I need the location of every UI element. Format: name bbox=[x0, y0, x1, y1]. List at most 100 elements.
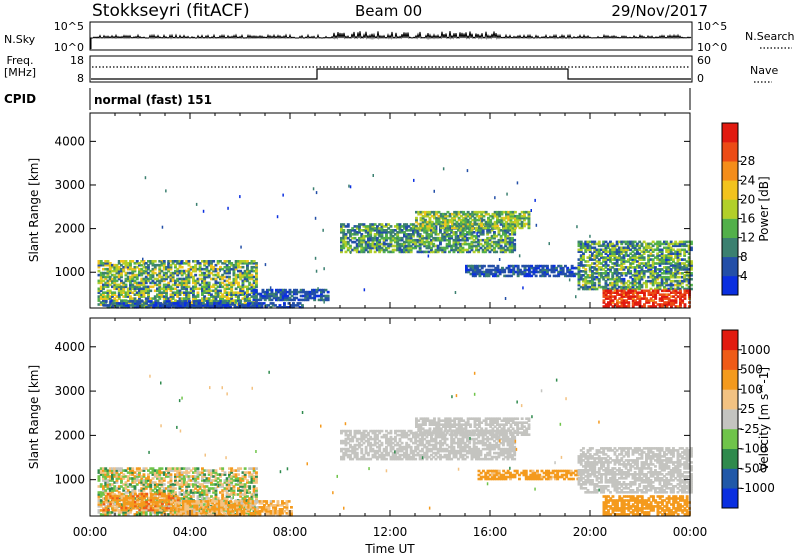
echo-cell bbox=[196, 473, 200, 476]
echo-cell bbox=[344, 244, 348, 248]
echo-cell bbox=[302, 290, 305, 294]
echo-cell bbox=[174, 279, 177, 283]
echo-cell bbox=[631, 246, 635, 250]
echo-cell bbox=[465, 266, 468, 270]
echo-cell bbox=[663, 275, 666, 279]
echo-cell bbox=[403, 242, 406, 246]
echo-cell bbox=[667, 303, 671, 306]
echo-cell bbox=[593, 275, 597, 279]
echo-cell bbox=[638, 244, 642, 248]
echo-cell bbox=[462, 224, 466, 228]
echo-cell bbox=[219, 265, 222, 269]
echo-cell bbox=[232, 269, 236, 273]
echo-cell bbox=[355, 246, 359, 250]
nsearch-tick-top: 10^5 bbox=[697, 20, 727, 33]
echo-cell bbox=[595, 260, 599, 263]
echo-cell bbox=[144, 277, 148, 281]
echo-cell bbox=[441, 238, 445, 242]
echo-cell bbox=[286, 294, 290, 298]
echo-cell bbox=[396, 233, 400, 236]
echo-cell bbox=[156, 287, 159, 291]
echo-cell bbox=[178, 487, 182, 490]
echo-cell bbox=[207, 263, 211, 267]
echo-cell bbox=[180, 260, 184, 263]
echo-cell bbox=[198, 277, 202, 281]
echo-cell bbox=[485, 268, 489, 272]
echo-speckle bbox=[143, 262, 146, 266]
echo-cell bbox=[633, 260, 637, 263]
echo-cell bbox=[275, 298, 278, 302]
echo-cell bbox=[516, 216, 520, 220]
echo-cell bbox=[115, 477, 119, 480]
echo-cell bbox=[140, 273, 144, 277]
echo-cell bbox=[122, 483, 126, 486]
echo-cell bbox=[494, 274, 498, 278]
echo-cell bbox=[591, 281, 594, 285]
echo-cell bbox=[647, 293, 651, 296]
echo-cell bbox=[405, 225, 409, 228]
echo-cell bbox=[251, 302, 255, 305]
echo-cell bbox=[99, 297, 103, 300]
echo-cell bbox=[660, 277, 664, 281]
echo-cell bbox=[266, 296, 269, 300]
echo-cell bbox=[111, 483, 114, 486]
echo-cell bbox=[230, 263, 234, 267]
echo-cell bbox=[144, 499, 148, 502]
echo-cell bbox=[340, 248, 343, 252]
echo-cell bbox=[351, 248, 355, 252]
echo-cell bbox=[595, 256, 599, 259]
echo-cell bbox=[214, 299, 218, 302]
echo-cell bbox=[142, 467, 146, 470]
echo-cell bbox=[643, 291, 646, 294]
echo-cell bbox=[414, 240, 418, 244]
echo-cell bbox=[102, 293, 105, 296]
echo-cell bbox=[286, 296, 290, 300]
echo-cell bbox=[523, 272, 527, 276]
echo-cell bbox=[487, 272, 491, 276]
echo-cell bbox=[451, 220, 454, 224]
echo-cell bbox=[649, 264, 653, 267]
echo-cell bbox=[147, 287, 150, 291]
echo-cell bbox=[225, 297, 229, 300]
echo-cell bbox=[638, 246, 642, 250]
echo-cell bbox=[133, 479, 137, 482]
echo-cell bbox=[633, 268, 637, 271]
echo-cell bbox=[203, 291, 207, 294]
echo-cell bbox=[113, 473, 117, 476]
echo-cell bbox=[167, 269, 171, 273]
echo-cell bbox=[658, 287, 662, 291]
echo-cell bbox=[484, 242, 487, 246]
echo-cell bbox=[376, 227, 379, 230]
echo-cell bbox=[649, 266, 653, 269]
echo-cell bbox=[169, 491, 173, 494]
echo-cell bbox=[203, 489, 207, 492]
echo-cell bbox=[514, 226, 517, 230]
echo-cell bbox=[120, 267, 123, 271]
echo-cell bbox=[656, 285, 660, 289]
echo-cell bbox=[151, 269, 155, 273]
echo-cell bbox=[466, 214, 470, 218]
echo-cell bbox=[162, 513, 166, 516]
echo-cell bbox=[99, 303, 103, 306]
echo-cell bbox=[424, 226, 427, 230]
echo-cell bbox=[631, 293, 635, 296]
echo-cell bbox=[466, 222, 470, 226]
echo-cell bbox=[409, 240, 413, 244]
echo-cell bbox=[134, 300, 137, 303]
echo-cell bbox=[484, 248, 487, 252]
echo-cell bbox=[597, 250, 601, 253]
echo-cell bbox=[360, 233, 364, 236]
echo-cell bbox=[636, 252, 639, 255]
echo-cell bbox=[212, 267, 216, 271]
echo-cell bbox=[616, 293, 619, 296]
echo-cell bbox=[474, 274, 477, 278]
echo-cell bbox=[428, 220, 432, 224]
echo-cell bbox=[511, 231, 514, 234]
echo-cell bbox=[459, 233, 463, 236]
echo-cell bbox=[196, 495, 200, 498]
echo-cell bbox=[453, 212, 457, 216]
echo-cell bbox=[102, 263, 105, 267]
echo-cell bbox=[176, 269, 180, 273]
echo-cell bbox=[660, 254, 664, 257]
echo-cell bbox=[185, 469, 189, 472]
